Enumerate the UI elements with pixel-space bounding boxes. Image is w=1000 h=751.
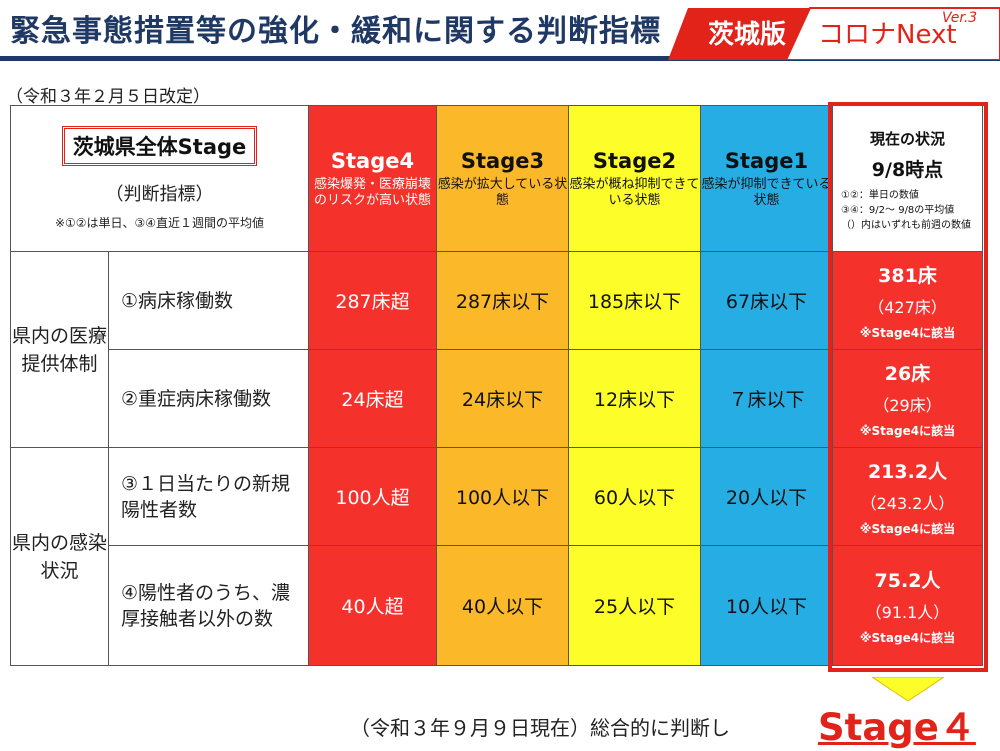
stage1-header: Stage1 感染が抑制できている状態 [700,105,833,252]
stage2-header: Stage2 感染が概ね抑制できている状態 [568,105,701,252]
stage1-desc: 感染が抑制できている状態 [701,176,832,208]
header-row: 茨城県全体Stage （判断指標） ※①②は単日、③④直近１週間の平均値 Sta… [10,105,983,252]
current-value: 213.2人 [867,460,948,483]
previous-value: （91.1人） [865,602,950,622]
stage3-header: Stage3 感染が拡大している状態 [436,105,569,252]
page-title: 緊急事態措置等の強化・緩和に関する判断指標 [10,14,661,49]
corona-next-badge [668,0,1000,60]
indicator-table: 茨城県全体Stage （判断指標） ※①②は単日、③④直近１週間の平均値 Sta… [10,105,983,666]
revision-note: （令和３年２月５日改定） [6,87,210,107]
current-note-2: ③④：9/2～ 9/8の平均値 [841,205,955,216]
stage2-threshold: 25人以下 [568,545,701,666]
table-row: 県内の医療提供体制 ①病床稼働数 287床超 287床以下 185床以下 67床… [10,251,983,448]
stage2-threshold: 12床以下 [568,349,701,448]
stage4-header: Stage4 感染爆発・医療崩壊のリスクが高い状態 [308,105,437,252]
indicator-new-positives: ③１日当たりの新規陽性者数 [108,447,309,546]
stage1-threshold: 67床以下 [700,251,833,350]
stage-judgement: ※Stage4に該当 [859,325,956,340]
group-medical-label: 県内の医療提供体制 [10,251,109,448]
conclusion-text: （令和３年９月９日現在）総合的に判断し [350,716,730,740]
stage2-threshold: 60人以下 [568,447,701,546]
header-divider [0,56,1000,61]
stage-judgement: ※Stage4に該当 [859,521,956,536]
stage3-threshold: 287床以下 [436,251,569,350]
current-value-cell: 213.2人 （243.2人） ※Stage4に該当 [832,447,983,546]
previous-value: （243.2人） [860,493,955,513]
current-status-date: 9/8時点 [871,159,944,181]
current-note-1: ①②：単日の数値 [841,190,919,201]
table-row: ②重症病床稼働数 24床超 24床以下 12床以下 ７床以下 26床 （29床）… [11,349,983,448]
stage4-threshold: 40人超 [308,545,437,666]
indicator-severe-bed-occupancy: ②重症病床稼働数 [108,349,309,448]
stage1-name: Stage1 [724,148,809,173]
conclusion-stage: Stage４ [818,706,976,749]
stage3-threshold: 24床以下 [436,349,569,448]
current-status-header: 現在の状況 9/8時点 ①②：単日の数値 ③④：9/2～ 9/8の平均値 （）内… [832,105,983,252]
current-status-title: 現在の状況 [869,130,945,148]
stage3-threshold: 40人以下 [436,545,569,666]
stage2-name: Stage2 [592,148,677,173]
stage-judgement: ※Stage4に該当 [859,630,956,645]
stage4-desc: 感染爆発・医療崩壊のリスクが高い状態 [313,176,431,208]
stage-judgement: ※Stage4に該当 [859,423,956,438]
stage1-threshold: 10人以下 [700,545,833,666]
badge-brand-text: コロナNext [818,20,957,50]
stage3-desc: 感染が拡大している状態 [437,176,568,208]
current-value: 381床 [878,264,937,287]
stage1-threshold: 20人以下 [700,447,833,546]
stage4-threshold: 100人超 [308,447,437,546]
current-value: 26床 [884,362,931,385]
overall-stage-note: ※①②は単日、③④直近１週間の平均値 [54,216,265,230]
down-arrow-icon [872,677,944,701]
indicator-non-contact-positives: ④陽性者のうち、濃厚接触者以外の数 [108,545,309,666]
overall-stage-sub: （判断指標） [105,184,214,205]
stage4-name: Stage4 [330,148,415,173]
stage2-threshold: 185床以下 [568,251,701,350]
stage3-threshold: 100人以下 [436,447,569,546]
previous-value: （427床） [868,297,947,317]
stage1-threshold: ７床以下 [700,349,833,448]
current-value-cell: 75.2人 （91.1人） ※Stage4に該当 [832,545,983,666]
badge-version: Ver.3 [942,10,978,26]
current-value: 75.2人 [874,569,941,592]
stage2-desc: 感染が概ね抑制できている状態 [569,176,700,208]
previous-value: （29床） [873,395,942,415]
stage4-threshold: 24床超 [308,349,437,448]
current-status-highlight-frame [828,102,988,672]
current-note-3: （）内はいずれも前週の数値 [841,220,971,231]
current-value-cell: 381床 （427床） ※Stage4に該当 [832,251,983,350]
overall-stage-cell: 茨城県全体Stage （判断指標） ※①②は単日、③④直近１週間の平均値 [10,105,309,252]
group-infection-label: 県内の感染状況 [10,447,109,666]
stage4-threshold: 287床超 [308,251,437,350]
badge-prefecture-text: 茨城版 [708,20,787,50]
badge-shape [668,7,1000,60]
table-row: ④陽性者のうち、濃厚接触者以外の数 40人超 40人以下 25人以下 10人以下… [11,545,983,666]
overall-stage-label: 茨城県全体Stage [61,126,258,166]
stage3-name: Stage3 [460,148,545,173]
table-row: 県内の感染状況 ③１日当たりの新規陽性者数 100人超 100人以下 60人以下… [10,447,983,666]
indicator-bed-occupancy: ①病床稼働数 [108,251,309,350]
current-value-cell: 26床 （29床） ※Stage4に該当 [832,349,983,448]
